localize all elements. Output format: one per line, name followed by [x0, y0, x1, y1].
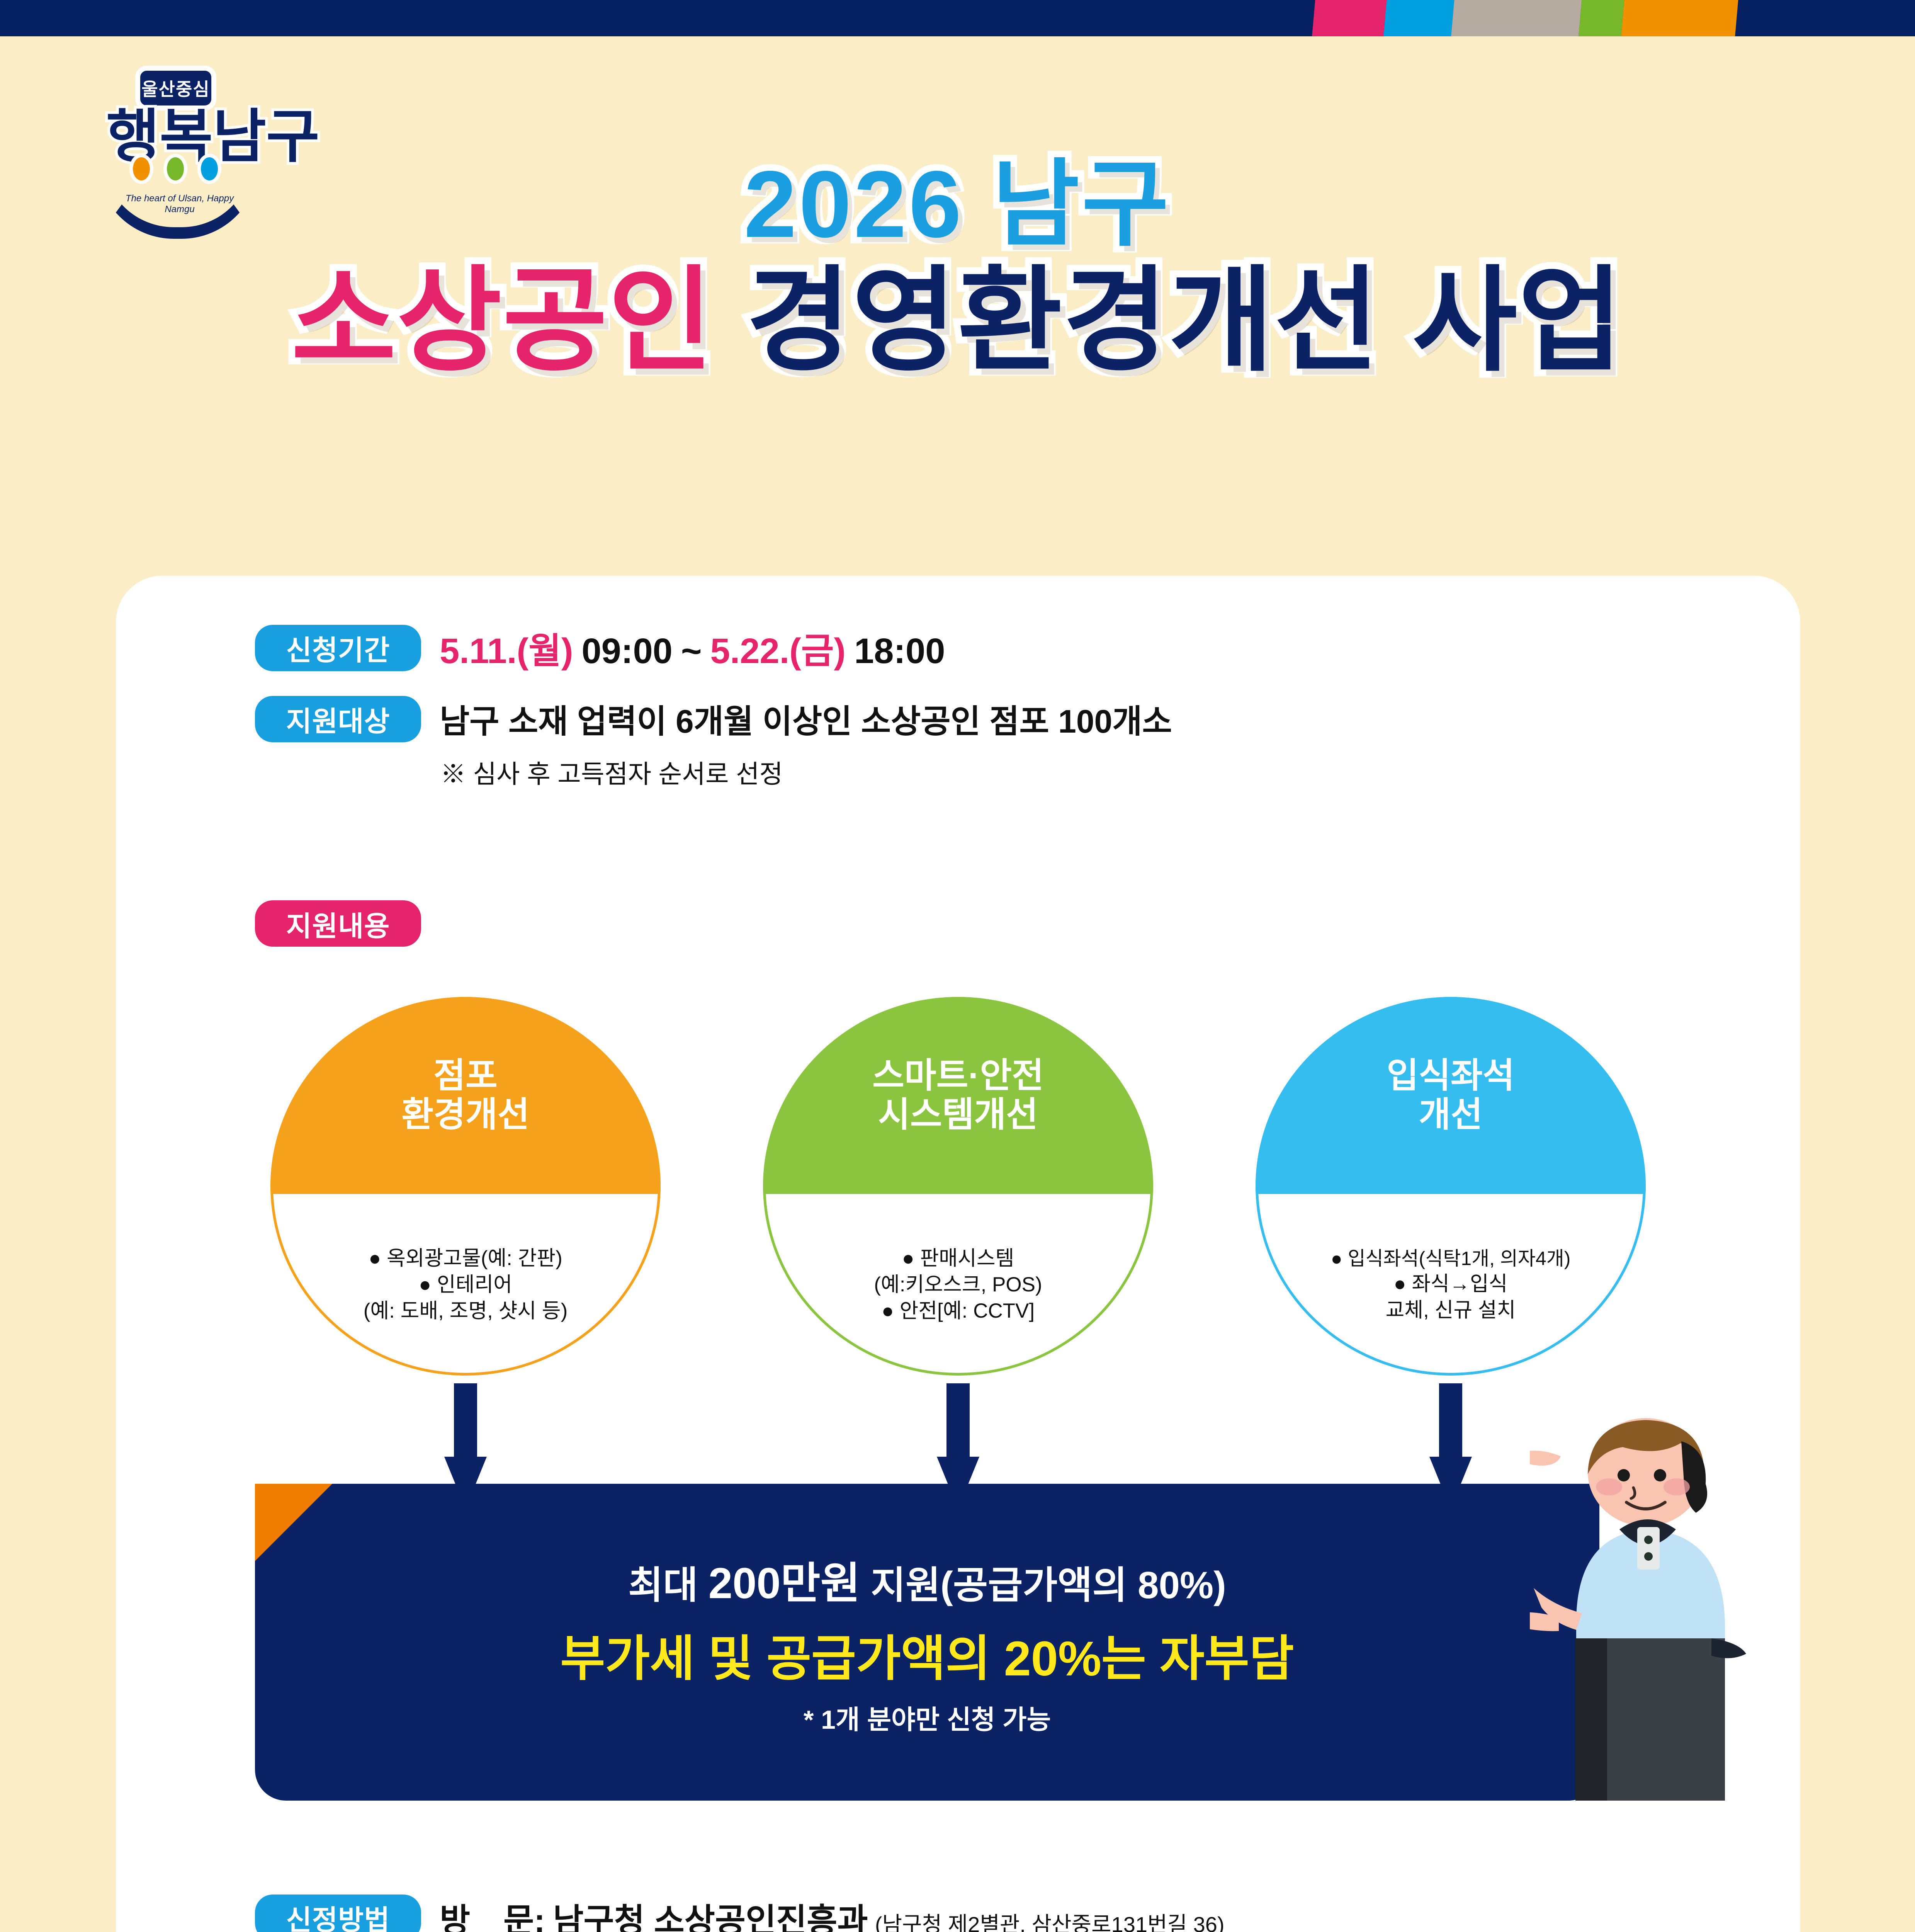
banner-line-1: 최대 200만원 지원(공급가액의 80%): [628, 1548, 1226, 1611]
logo-badge-text: 울산중심: [141, 79, 210, 99]
support-target-row: 지원대상 남구 소재 업력이 6개월 이상인 소상공인 점포 100개소: [255, 696, 1172, 742]
stripe-green: [1577, 0, 1625, 36]
top-color-bar: [0, 0, 1915, 36]
period-start-time: 09:00: [581, 631, 673, 671]
apply-visit-line: 방 문: 남구청 소상공인진흥과 (남구청 제2별관, 삼산중로131번길 36…: [440, 1893, 1225, 1932]
title-pink-part: 소상공인: [284, 252, 720, 389]
logo-badge: 울산중심: [135, 66, 216, 111]
banner-amount: 200만원: [708, 1559, 860, 1607]
banner-orange-corner: [255, 1484, 332, 1561]
category-ring-smart: [763, 997, 1153, 1376]
selection-note: ※ 심사 후 고득점자 순서로 선정: [440, 760, 783, 788]
category-circle-smart-safety: 스마트·안전 시스템개선 ● 판매시스템 (예:키오스크, POS) ● 안전[…: [763, 997, 1153, 1376]
support-amount-banner: 최대 200만원 지원(공급가액의 80%) 부가세 및 공급가액의 20%는 …: [255, 1484, 1599, 1801]
badge-support-content: 지원내용: [255, 900, 421, 947]
support-category-group: 점포 환경개선 ● 옥외광고물(예: 간판) ● 인테리어 (예: 도배, 조명…: [270, 997, 1646, 1376]
banner-line-2: 부가세 및 공급가액의 20%는 자부담: [560, 1631, 1294, 1686]
period-separator: ~: [681, 631, 702, 671]
apply-visit-address: (남구청 제2별관, 삼산중로131번길 36): [875, 1912, 1225, 1932]
apply-visit-label: 방 문:: [440, 1902, 545, 1932]
banner-line1-prefix: 최대: [628, 1563, 709, 1606]
page-title: 2026 남구 소상공인 경영환경개선 사업: [0, 148, 1915, 389]
title-navy-part: 경영환경개선 사업: [739, 252, 1630, 389]
support-target-value: 남구 소재 업력이 6개월 이상인 소상공인 점포 100개소: [440, 703, 1172, 740]
stripe-gray: [1450, 0, 1583, 36]
banner-line1-suffix: 지원(공급가액의 80%): [860, 1563, 1226, 1606]
stripe-orange: [1620, 0, 1739, 36]
category-ring-store: [270, 997, 661, 1376]
title-line-main: 소상공인 경영환경개선 사업: [0, 252, 1915, 389]
apply-visit-dept: 남구청 소상공인진흥과: [553, 1902, 868, 1932]
period-start-date: 5.11.(월): [440, 631, 573, 671]
period-end-time: 18:00: [854, 631, 945, 671]
banner-line-3: * 1개 분야만 신청 가능: [803, 1705, 1051, 1735]
title-line-year: 2026 남구: [737, 148, 1176, 260]
stripe-blue: [1382, 0, 1455, 36]
badge-application-period: 신청기간: [255, 624, 421, 671]
application-period-row: 신청기간 5.11.(월) 09:00 ~5.22.(금) 18:00: [255, 622, 945, 673]
period-end-date: 5.22.(금): [710, 631, 846, 671]
category-circle-seating: 입식좌석 개선 ● 입식좌석(식탁1개, 의자4개) ● 좌식→입식 교체, 신…: [1256, 997, 1646, 1376]
badge-support-target: 지원대상: [255, 696, 421, 742]
stripe-pink: [1311, 0, 1388, 36]
badge-apply-method: 신정방법: [255, 1894, 421, 1932]
category-circle-store: 점포 환경개선 ● 옥외광고물(예: 간판) ● 인테리어 (예: 도배, 조명…: [270, 997, 661, 1376]
apply-method-row: 신정방법 방 문: 남구청 소상공인진흥과 (남구청 제2별관, 삼산중로131…: [255, 1893, 1225, 1932]
category-ring-seating: [1256, 997, 1646, 1376]
application-period-value: 5.11.(월) 09:00 ~5.22.(금) 18:00: [440, 622, 945, 673]
staff-illustration: [1530, 1418, 1746, 1801]
logo-tagline: The heart of Ulsan, Happy Namgu: [125, 193, 234, 214]
